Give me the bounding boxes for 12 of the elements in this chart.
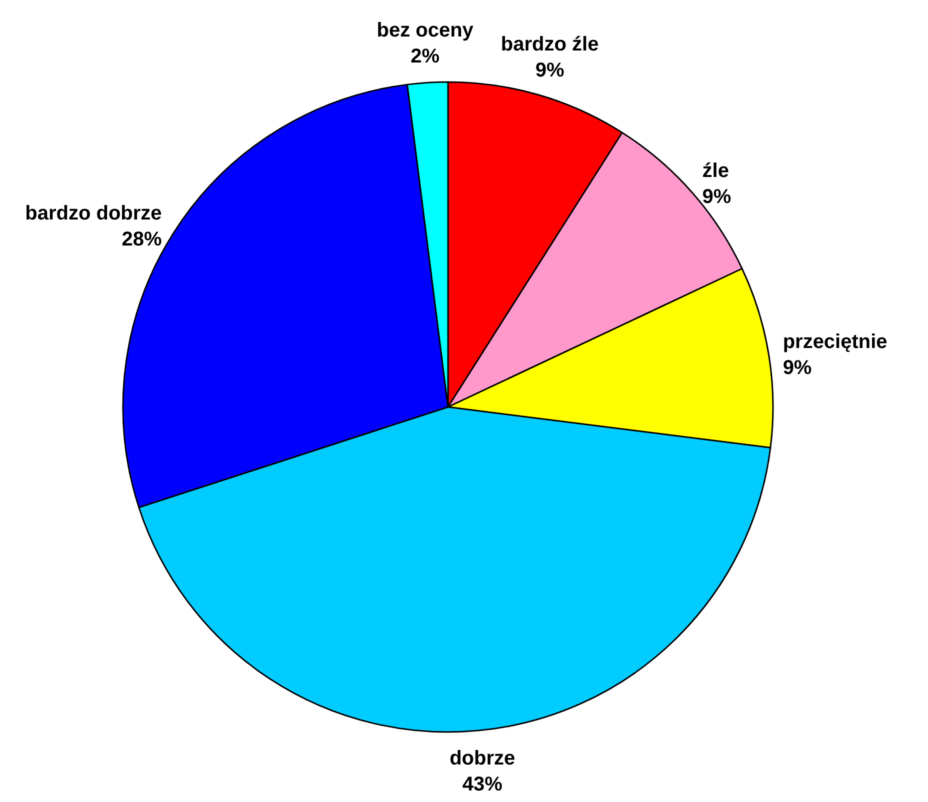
slice-label: przeciętnie: [782, 330, 888, 353]
slice-label: bez oceny: [376, 20, 474, 42]
slice-label: bardzo źle: [500, 33, 599, 56]
data-label: 9%: [535, 59, 564, 82]
data-label: 2%: [410, 46, 440, 68]
data-label: 9%: [702, 186, 732, 208]
slice-label: bardzo dobrze: [25, 202, 162, 224]
data-label: 43%: [462, 773, 503, 796]
slice-label: źle: [702, 160, 729, 182]
data-label: 9%: [782, 356, 812, 379]
slice-label: dobrze: [450, 747, 516, 770]
data-label: 28%: [122, 228, 162, 250]
